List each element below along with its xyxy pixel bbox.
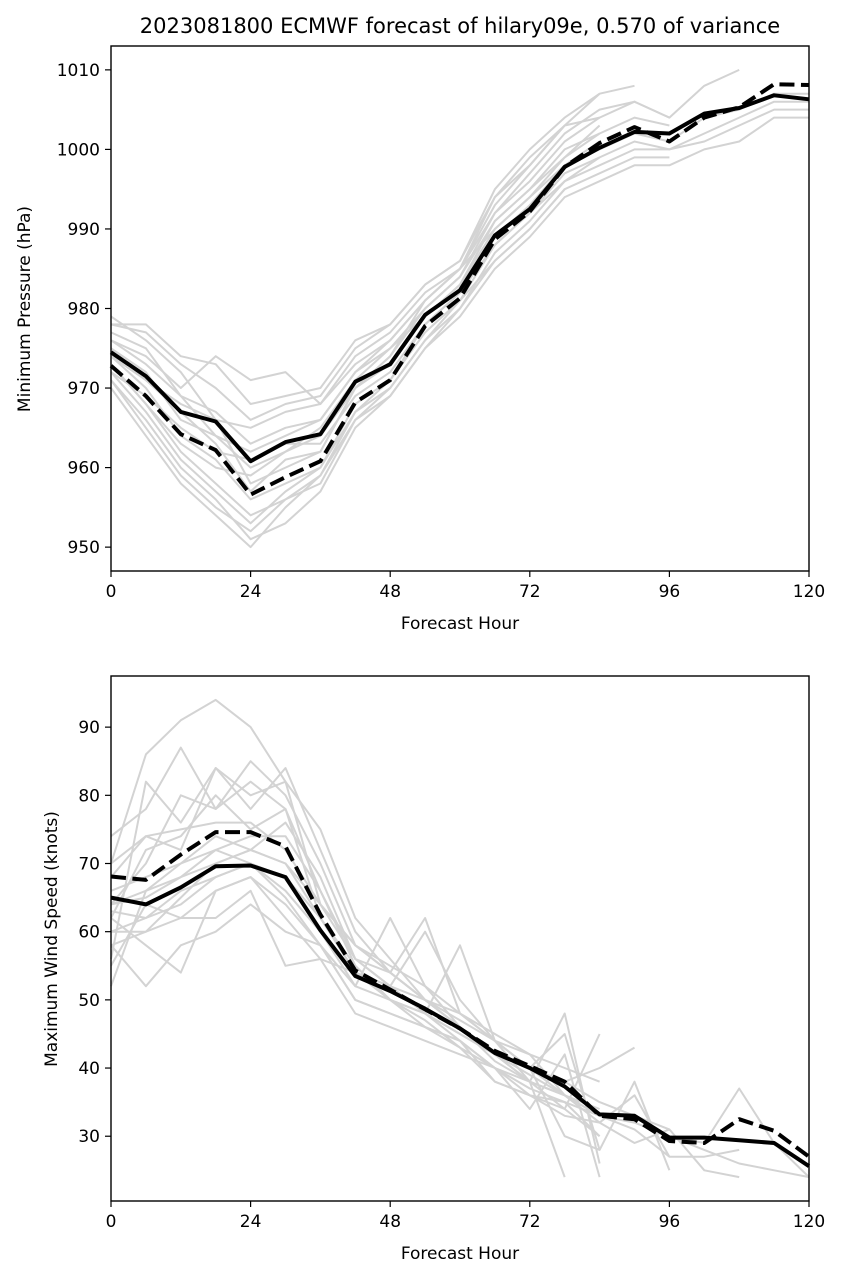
wind-plot-frame xyxy=(110,675,810,1202)
wind-panel: 0 24 48 72 96 120 30 40 50 60 70 80 90 Forecast Hour… xyxy=(42,675,825,1264)
pressure-ensemble-member-line-6 xyxy=(110,108,809,517)
wind-x-tick-label-24: 24 xyxy=(240,1212,262,1232)
wind-ensemble-member-line-17 xyxy=(110,876,740,1158)
pressure-y-tick-label-1010: 1010 xyxy=(57,61,100,81)
pressure-deterministic-dashed-line xyxy=(109,82,810,497)
wind-ensemble-member-line-18 xyxy=(110,848,600,1083)
pressure-panel: 0 24 48 72 96 120 950 960 970 980 990 1000 1010 Fore… xyxy=(15,45,825,634)
wind-ensemble-member-line-1 xyxy=(110,698,636,1083)
wind-ensemble-member-line-2 xyxy=(110,746,600,1110)
wind-x-axis-label: Forecast Hour xyxy=(401,1244,519,1264)
wind-y-axis-label: Maximum Wind Speed (knots) xyxy=(42,811,62,1067)
pressure-y-tick-label-1000: 1000 xyxy=(57,140,100,160)
wind-x-tick-label-48: 48 xyxy=(379,1212,401,1232)
pressure-x-tick-label-0: 0 xyxy=(106,582,117,602)
wind-ensemble-member-line-4 xyxy=(110,794,810,1178)
pressure-x-tick-label-96: 96 xyxy=(659,582,681,602)
pressure-y-axis-label: Minimum Pressure (hPa) xyxy=(15,206,35,412)
pressure-ensemble-member-line-16 xyxy=(110,124,566,421)
pressure-y-tick-label-950: 950 xyxy=(68,538,100,558)
wind-y-tick-label-70: 70 xyxy=(78,855,100,875)
pressure-x-tick-label-48: 48 xyxy=(379,582,401,602)
pressure-x-tick-label-120: 120 xyxy=(793,582,825,602)
pressure-ensemble-member-line-12 xyxy=(110,116,601,493)
pressure-ensemble-mean-line xyxy=(109,93,810,464)
wind-ensemble-mean-line xyxy=(110,863,811,1168)
wind-ensemble-member-line-15 xyxy=(110,767,601,1117)
wind-ensemble-member-line-12 xyxy=(110,862,566,1178)
pressure-ensemble-member-line-17 xyxy=(110,188,566,533)
pressure-y-tick-label-970: 970 xyxy=(68,379,100,399)
chart-title: 2023081800 ECMWF forecast of hilary09e, … xyxy=(140,14,780,38)
pressure-x-axis-label: Forecast Hour xyxy=(401,614,519,634)
wind-y-tick-label-90: 90 xyxy=(78,718,100,738)
wind-y-tick-label-80: 80 xyxy=(78,786,100,806)
wind-ensemble-member-line-11 xyxy=(110,876,601,1178)
pressure-ensemble-member-line-7 xyxy=(110,116,809,541)
wind-x-tick-label-72: 72 xyxy=(519,1212,541,1232)
wind-ensemble-member-line-7 xyxy=(110,848,671,1171)
wind-y-tick-label-40: 40 xyxy=(78,1059,100,1079)
wind-y-tick-label-50: 50 xyxy=(78,991,100,1011)
pressure-y-tick-label-990: 990 xyxy=(68,220,100,240)
wind-ensemble-member-line-16 xyxy=(110,862,810,1179)
wind-deterministic-dashed-line xyxy=(110,830,811,1159)
wind-y-tick-label-30: 30 xyxy=(78,1127,100,1147)
pressure-ensemble-member-line-14 xyxy=(110,156,601,525)
pressure-x-tick-label-72: 72 xyxy=(519,582,541,602)
wind-y-tick-label-60: 60 xyxy=(78,923,100,943)
pressure-ensemble-member-line-15 xyxy=(110,124,601,429)
pressure-ensemble-member-line-3 xyxy=(110,68,740,405)
pressure-y-tick-label-960: 960 xyxy=(68,459,100,479)
pressure-y-tick-label-980: 980 xyxy=(68,300,100,320)
wind-x-tick-label-0: 0 xyxy=(106,1212,117,1232)
pressure-x-tick-label-24: 24 xyxy=(240,582,262,602)
wind-x-tick-label-120: 120 xyxy=(793,1212,825,1232)
wind-x-tick-label-96: 96 xyxy=(659,1212,681,1232)
pressure-ensemble-member-line-2 xyxy=(111,84,635,405)
